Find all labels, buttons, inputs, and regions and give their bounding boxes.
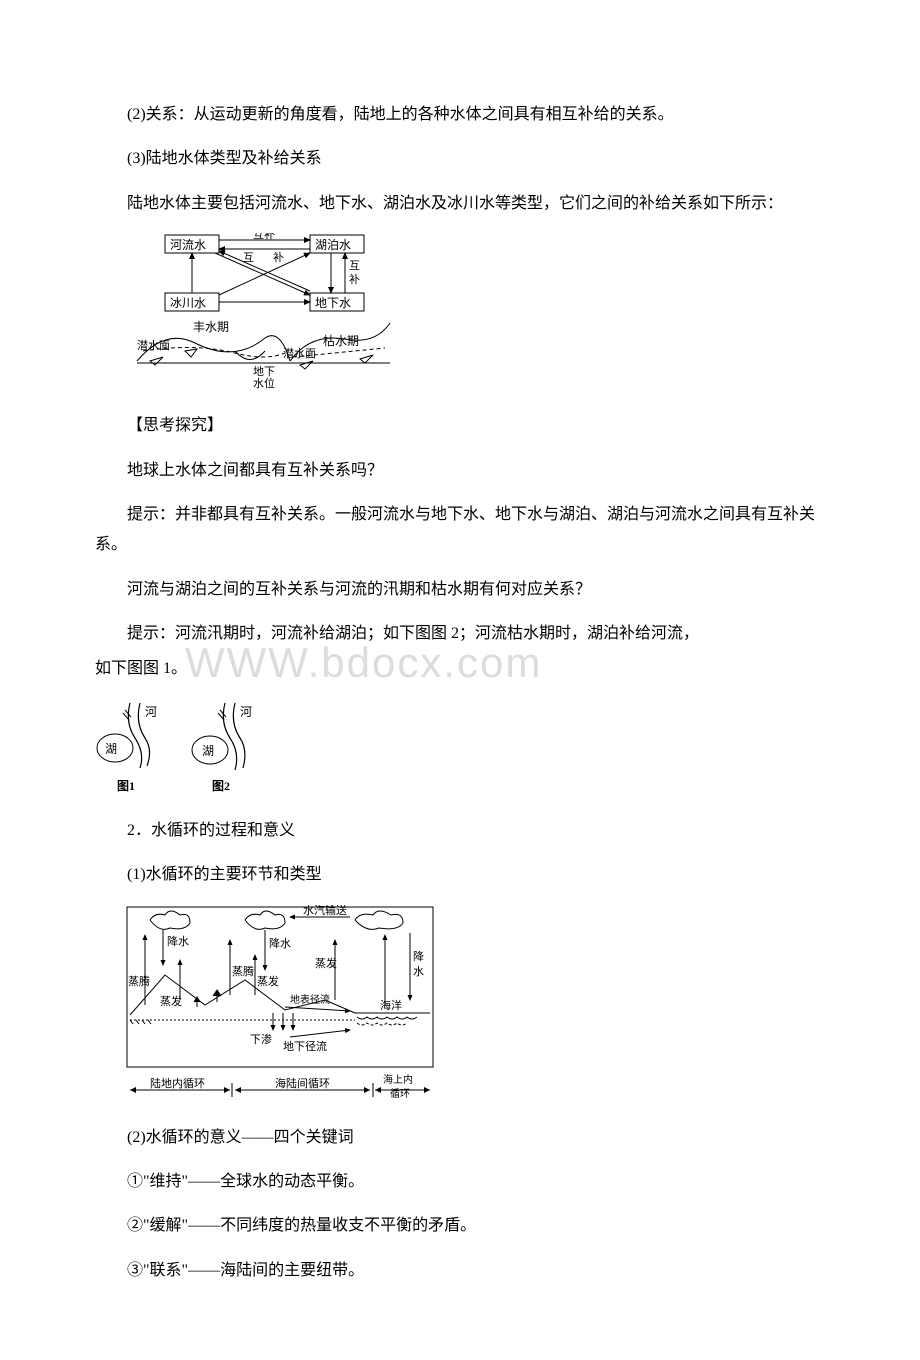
d2-lake1: 湖: [105, 741, 117, 756]
d2-river1: 河: [145, 705, 157, 719]
box-ground: 地下水: [315, 296, 351, 310]
d3-ocean: 海洋: [380, 998, 402, 1012]
d2-fig2: 图2: [212, 779, 230, 793]
d3-sea2: 循环: [390, 1087, 410, 1100]
d3-precip3-b: 水: [413, 965, 424, 978]
label-ug1: 地下: [253, 365, 275, 378]
d3-evap1: 蒸发: [160, 994, 182, 1008]
d2-fig1: 图1: [117, 779, 135, 793]
d3-precip2: 降水: [269, 936, 291, 950]
diagram-river-lake: 河 湖 图1 河 湖 图2: [95, 698, 825, 798]
para-q2: 河流与湖泊之间的互补关系与河流的汛期和枯水期有何对应关系？: [95, 575, 825, 605]
para-cycle-heading: 2．水循环的过程和意义: [95, 816, 825, 846]
diagram-water-cycle: 水汽输送 海洋 降水 降水 降 水 蒸腾 蒸发 蒸腾 蒸发 蒸发: [125, 905, 825, 1105]
d3-vapor: 水汽输送: [303, 905, 347, 917]
box-river: 河流水: [170, 238, 206, 252]
para-q1: 地球上水体之间都具有互补关系吗？: [95, 456, 825, 486]
label-mutual: 互补: [253, 233, 275, 241]
para-think: 【思考探究】: [95, 411, 825, 441]
d3-evap3: 蒸发: [315, 956, 337, 970]
para-k2: ②"缓解"——不同纬度的热量收支不平衡的矛盾。: [95, 1211, 825, 1241]
d3-precip1: 降水: [167, 934, 189, 948]
para-meaning: (2)水循环的意义——四个关键词: [95, 1123, 825, 1153]
para-a2b: 如下图图 1。: [95, 654, 825, 684]
d3-evap2: 蒸发: [257, 974, 279, 988]
para-k3: ③"联系"——海陆间的主要纽带。: [95, 1256, 825, 1286]
d3-landcycle: 陆地内循环: [150, 1076, 205, 1090]
d3-precip3-a: 降: [413, 949, 424, 963]
para-types-heading: (3)陆地水体类型及补给关系: [95, 144, 825, 174]
para-a2a: 提示：河流汛期时，河流补给湖泊；如下图图 2；河流枯水期时，湖泊补给河流，: [95, 619, 825, 649]
d3-sealand: 海陆间循环: [275, 1076, 330, 1090]
d2-river2: 河: [240, 705, 252, 719]
para-cycle-sub: (1)水循环的主要环节和类型: [95, 860, 825, 890]
box-glacier: 冰川水: [170, 296, 206, 310]
label-wet: 丰水期: [193, 320, 229, 334]
d3-sea1: 海上内: [383, 1073, 413, 1086]
label-ug2: 水位: [253, 376, 275, 390]
para-types-desc: 陆地水体主要包括河流水、地下水、湖泊水及冰川水等类型，它们之间的补给关系如下所示…: [95, 189, 825, 219]
para-relation: (2)关系：从运动更新的角度看，陆地上的各种水体之间具有相互补给的关系。: [95, 100, 825, 130]
diagram-water-bodies: 河流水 湖泊水 冰川水 地下水 互补 互 补 互 补 丰水期 枯水期 潜水面 潜…: [135, 233, 825, 393]
d3-infil: 下渗: [250, 1032, 272, 1046]
d3-surface: 地表径流: [290, 993, 330, 1006]
d2-lake2: 湖: [202, 743, 214, 758]
d3-ground: 地下径流: [283, 1039, 327, 1053]
label-bu1: 补: [273, 251, 284, 264]
label-bu2: 补: [349, 273, 360, 286]
para-k1: ①"维持"——全球水的动态平衡。: [95, 1167, 825, 1197]
box-lake: 湖泊水: [315, 237, 351, 252]
label-wtable2: 潜水面: [283, 346, 316, 360]
para-a1: 提示：并非都具有互补关系。一般河流水与地下水、地下水与湖泊、湖泊与河流水之间具有…: [95, 500, 825, 561]
d3-transp2: 蒸腾: [232, 964, 254, 978]
d3-transp1: 蒸腾: [128, 974, 150, 988]
label-mu2: 互: [349, 260, 360, 272]
